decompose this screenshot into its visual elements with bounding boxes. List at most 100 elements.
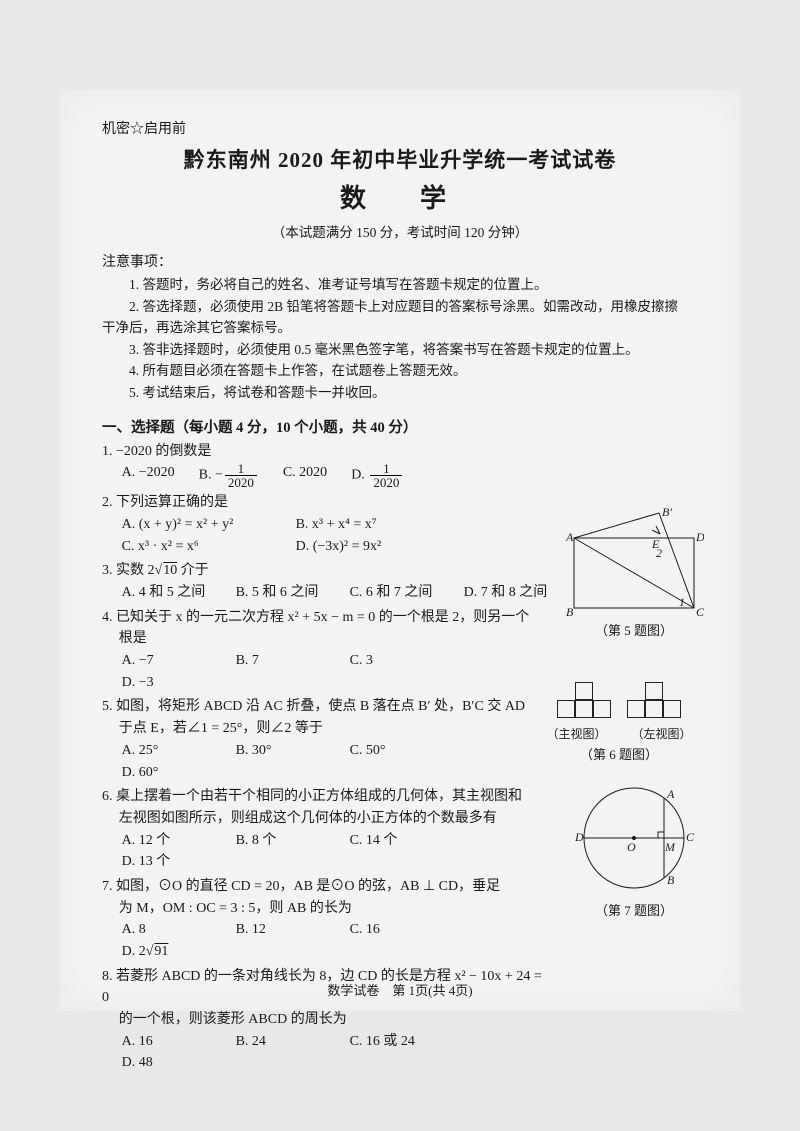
label-bprime: B′: [662, 508, 672, 519]
option-b: B. 30°: [236, 740, 326, 762]
option-d: D. 12020: [351, 462, 404, 489]
label-angle2: 2: [656, 546, 662, 560]
question-stem: 于点 E，若∠1 = 25°，则∠2 等于: [119, 718, 534, 740]
question-6: 6. 桌上摆着一个由若干个相同的小正方体组成的几何体，其主视图和 左视图如图所示…: [102, 786, 522, 873]
option-text: B. −: [199, 468, 223, 483]
denominator: 2020: [370, 476, 402, 489]
option-d: D. 13 个: [122, 851, 212, 873]
label-c: C: [696, 605, 704, 618]
question-options: A. (x + y)² = x² + y² B. x³ + x⁴ = x⁷ C.…: [122, 514, 512, 557]
figure-6-label: （第 6 题图）: [534, 744, 704, 763]
question-1: 1. −2020 的倒数是 A. −2020 B. −12020 C. 2020…: [102, 441, 698, 490]
option-a: A. 12 个: [122, 830, 212, 852]
notice-list: 1. 答题时，务必将自己的姓名、准考证号填写在答题卡规定的位置上。 2. 答选择…: [102, 274, 698, 404]
question-stem: 6. 桌上摆着一个由若干个相同的小正方体组成的几何体，其主视图和: [102, 786, 522, 808]
notice-item: 2. 答选择题，必须使用 2B 铅笔将答题卡上对应题目的答案标号涂黑。如需改动，…: [102, 296, 698, 318]
question-5: 5. 如图，将矩形 ABCD 沿 AC 折叠，使点 B 落在点 B′ 处，B′C…: [102, 696, 534, 783]
option-a: A. 16: [122, 1031, 212, 1053]
numerator: 1: [225, 462, 257, 476]
label-d: D: [574, 830, 584, 844]
option-text: D.: [351, 468, 368, 483]
label-m: M: [664, 840, 676, 854]
figure-7-svg: A B C D O M: [569, 778, 699, 898]
figure-5-svg: A B C D E B′ 1 2: [564, 508, 704, 618]
option-d: D. 48: [122, 1052, 212, 1074]
exam-page: 机密☆启用前 黔东南州 2020 年初中毕业升学统一考试试卷 数 学 （本试题满…: [60, 90, 740, 1011]
notice-item: 5. 考试结束后，将试卷和答题卡一并收回。: [102, 382, 698, 404]
question-stem: 1. −2020 的倒数是: [102, 441, 698, 463]
main-view-label: （主视图）: [546, 725, 606, 742]
denominator: 2020: [225, 476, 257, 489]
option-b: B. x³ + x⁴ = x⁷: [296, 514, 446, 536]
figure-7-label: （第 7 题图）: [564, 900, 704, 919]
radical: 10: [162, 563, 177, 578]
option-b: B. 5 和 6 之间: [236, 582, 326, 604]
question-stem: 7. 如图，⊙O 的直径 CD = 20，AB 是⊙O 的弦，AB ⊥ CD，垂…: [102, 876, 522, 898]
option-c: C. 16: [350, 919, 440, 941]
main-view-grid: [557, 682, 611, 718]
question-options: A. 16 B. 24 C. 16 或 24 D. 48: [122, 1031, 542, 1074]
option-b: B. −12020: [199, 462, 259, 489]
paper-subject: 数 学: [102, 178, 698, 215]
option-a: A. 25°: [122, 740, 212, 762]
question-4: 4. 已知关于 x 的一元二次方程 x² + 5x − m = 0 的一个根是 …: [102, 607, 534, 694]
figure-6: （主视图） （左视图） （第 6 题图）: [534, 682, 704, 763]
notice-item: 干净后，再选涂其它答案标号。: [102, 317, 698, 339]
option-text: D. 2: [122, 944, 146, 959]
option-a: A. −7: [122, 650, 212, 672]
label-d: D: [695, 530, 704, 544]
paper-meta: （本试题满分 150 分，考试时间 120 分钟）: [102, 221, 698, 241]
question-stem: 4. 已知关于 x 的一元二次方程 x² + 5x − m = 0 的一个根是 …: [102, 607, 534, 629]
option-a: A. 4 和 5 之间: [122, 582, 212, 604]
option-c: C. x³ · x² = x⁶: [122, 536, 272, 558]
radical: 91: [153, 944, 168, 959]
notice-heading: 注意事项：: [102, 251, 698, 271]
question-stem: 5. 如图，将矩形 ABCD 沿 AC 折叠，使点 B 落在点 B′ 处，B′C…: [102, 696, 534, 718]
confidential-label: 机密☆启用前: [102, 118, 698, 138]
question-options: A. 8 B. 12 C. 16 D. 2√91: [122, 919, 522, 962]
numerator: 1: [370, 462, 402, 476]
question-stem: 的一个根，则该菱形 ABCD 的周长为: [119, 1009, 542, 1031]
stem-text: 3. 实数 2: [102, 563, 155, 578]
question-options: A. 25° B. 30° C. 50° D. 60°: [122, 740, 534, 783]
left-view-grid: [627, 682, 681, 718]
option-c: C. 3: [350, 650, 440, 672]
option-b: B. 7: [236, 650, 326, 672]
option-d: D. 60°: [122, 762, 212, 784]
fraction: 12020: [370, 462, 402, 489]
option-b: B. 24: [236, 1031, 326, 1053]
notice-item: 3. 答非选择题时，必须使用 0.5 毫米黑色签字笔，将答案书写在答题卡规定的位…: [102, 339, 698, 361]
option-c: C. 16 或 24: [350, 1031, 440, 1053]
label-a: A: [565, 530, 574, 544]
figure-7: A B C D O M （第 7 题图）: [564, 778, 704, 919]
label-c: C: [686, 830, 695, 844]
option-a: A. (x + y)² = x² + y²: [122, 514, 272, 536]
notice-item: 1. 答题时，务必将自己的姓名、准考证号填写在答题卡规定的位置上。: [102, 274, 698, 296]
notice-item: 4. 所有题目必须在答题卡上作答，在试题卷上答题无效。: [102, 360, 698, 382]
section-heading: 一、选择题（每小题 4 分，10 个小题，共 40 分）: [102, 416, 698, 437]
page-footer: 数学试卷 第 1页(共 4页): [60, 980, 740, 999]
question-stem: 左视图如图所示，则组成这个几何体的小正方体的个数最多有: [119, 808, 522, 830]
option-d: D. 7 和 8 之间: [464, 582, 554, 604]
left-view-label: （左视图）: [631, 725, 691, 742]
figure-5-label: （第 5 题图）: [564, 620, 704, 639]
option-c: C. 6 和 7 之间: [350, 582, 440, 604]
label-b: B: [667, 873, 675, 887]
option-c: C. 50°: [350, 740, 440, 762]
paper-title: 黔东南州 2020 年初中毕业升学统一考试试卷: [102, 144, 698, 174]
option-d: D. −3: [122, 672, 212, 694]
option-c: C. 2020: [283, 462, 327, 489]
option-b: B. 12: [236, 919, 326, 941]
question-stem: 为 M，OM : OC = 3 : 5，则 AB 的长为: [119, 898, 522, 920]
question-options: A. −7 B. 7 C. 3 D. −3: [122, 650, 534, 693]
question-stem: 根是: [119, 628, 534, 650]
label-angle1: 1: [679, 595, 685, 609]
question-options: A. −2020 B. −12020 C. 2020 D. 12020: [122, 462, 698, 489]
figure-5: A B C D E B′ 1 2 （第 5 题图）: [564, 508, 704, 639]
option-a: A. −2020: [122, 462, 175, 489]
fraction: 12020: [225, 462, 257, 489]
label-o: O: [627, 840, 636, 854]
label-b: B: [566, 605, 574, 618]
option-a: A. 8: [122, 919, 212, 941]
option-b: B. 8 个: [236, 830, 326, 852]
